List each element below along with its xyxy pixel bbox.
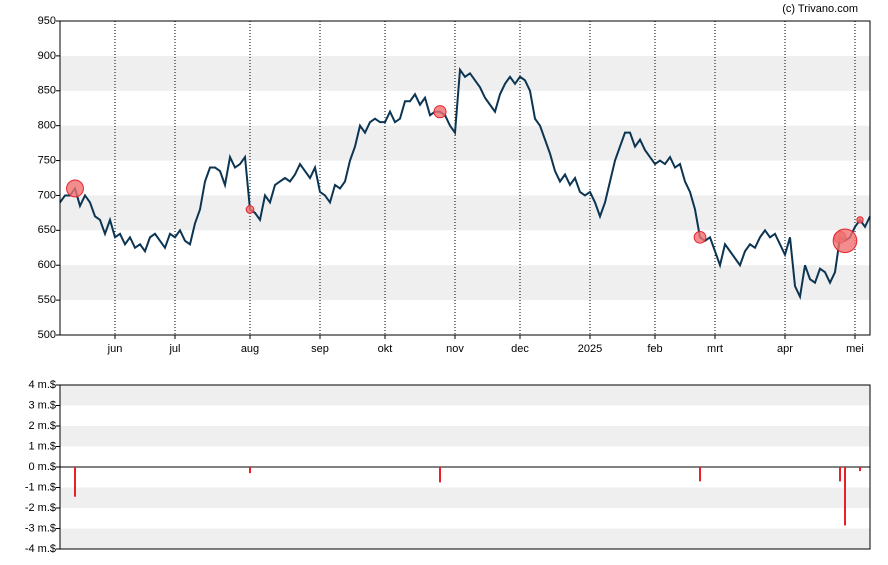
trade-marker — [693, 230, 707, 244]
y-tick-label: -4 m.$ — [25, 543, 56, 555]
x-tick-label: jun — [107, 343, 123, 355]
trade-marker — [433, 105, 447, 119]
y-tick-label: 500 — [38, 329, 56, 341]
y-tick-label: 750 — [38, 154, 56, 166]
trade-marker — [832, 228, 858, 254]
band — [60, 195, 870, 231]
y-tick-label: -2 m.$ — [25, 502, 56, 514]
frame — [59, 20, 871, 336]
band — [60, 487, 870, 508]
y-tick-label: 550 — [38, 294, 56, 306]
bar — [74, 467, 76, 497]
x-tick-label: dec — [511, 343, 529, 355]
y-tick-label: -1 m.$ — [25, 481, 56, 493]
y-tick-label: 0 m.$ — [28, 461, 56, 473]
x-tick-label: sep — [311, 343, 329, 355]
band — [60, 125, 870, 161]
bar — [859, 467, 861, 472]
y-tick-label: -3 m.$ — [25, 522, 56, 534]
x-tick-label: aug — [241, 343, 259, 355]
y-tick-label: 600 — [38, 259, 56, 271]
x-tick-label: nov — [446, 343, 464, 355]
bar — [249, 467, 251, 474]
trade-marker — [66, 179, 84, 198]
x-tick-label: 2025 — [578, 343, 602, 355]
y-tick-label: 900 — [38, 50, 56, 62]
band — [60, 55, 870, 91]
band — [60, 426, 870, 447]
y-tick-label: 1 m.$ — [28, 440, 56, 452]
x-tick-label: feb — [647, 343, 662, 355]
x-tick-label: okt — [378, 343, 393, 355]
y-tick-label: 950 — [38, 15, 56, 27]
bar — [839, 467, 841, 482]
bar — [844, 467, 846, 526]
bar — [439, 467, 441, 483]
bar — [699, 467, 701, 482]
x-tick-label: apr — [777, 343, 793, 355]
y-tick-label: 800 — [38, 120, 56, 132]
trade-marker — [856, 216, 864, 224]
source: (c) Trivano.com — [782, 3, 858, 15]
y-tick-label: 850 — [38, 85, 56, 97]
y-tick-label: 4 m.$ — [28, 379, 56, 391]
y-tick-label: 2 m.$ — [28, 420, 56, 432]
x-tick-label: jul — [168, 343, 180, 355]
y-tick-label: 3 m.$ — [28, 399, 56, 411]
frame — [59, 384, 871, 550]
price-line — [59, 67, 871, 300]
band — [60, 528, 870, 549]
x-tick-label: mrt — [707, 343, 723, 355]
trade-marker — [245, 205, 255, 214]
band — [60, 265, 870, 301]
y-tick-label: 700 — [38, 189, 56, 201]
x-tick-label: mei — [846, 343, 864, 355]
band — [60, 385, 870, 406]
y-tick-label: 650 — [38, 224, 56, 236]
